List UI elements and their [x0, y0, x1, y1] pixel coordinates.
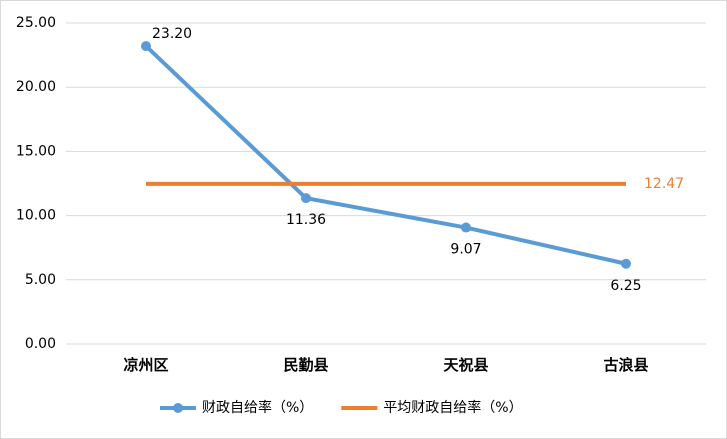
x-tick-label: 古浪县 [603, 356, 648, 374]
data-label: 6.25 [610, 278, 641, 294]
data-point [461, 222, 471, 233]
y-tick-label: 5.00 [25, 272, 56, 288]
data-point [141, 41, 151, 52]
y-tick-label: 20.00 [16, 79, 56, 95]
y-tick-label: 0.00 [25, 336, 56, 352]
legend-label: 平均财政自给率（%） [383, 399, 522, 416]
data-label: 11.36 [286, 212, 326, 228]
legend-marker [173, 403, 183, 413]
y-tick-label: 25.00 [16, 15, 56, 31]
series-line [144, 44, 627, 266]
legend-label: 财政自给率（%） [202, 399, 313, 416]
x-tick-label: 民勤县 [283, 356, 328, 374]
y-tick-label: 10.00 [16, 208, 56, 224]
data-point [301, 193, 311, 204]
data-point [621, 258, 631, 269]
y-tick-label: 15.00 [16, 143, 56, 159]
x-tick-label: 天祝县 [443, 356, 488, 374]
data-label: 9.07 [450, 242, 481, 258]
x-tick-label: 凉州区 [123, 356, 168, 374]
data-label: 23.20 [152, 26, 192, 42]
data-label: 12.47 [644, 176, 684, 192]
